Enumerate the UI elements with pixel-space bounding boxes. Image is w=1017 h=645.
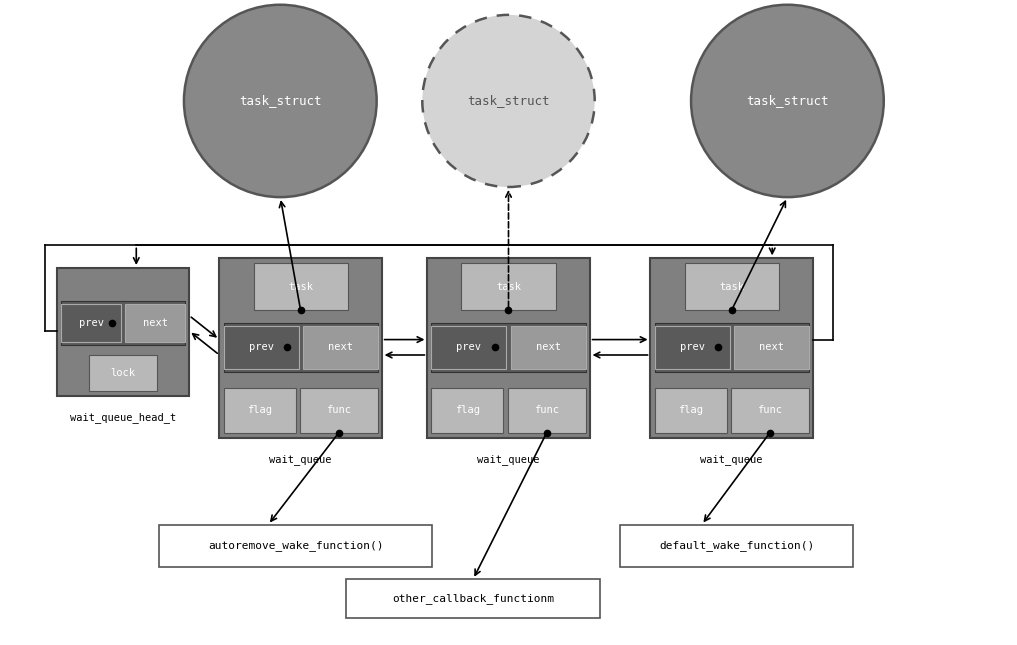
Bar [462,263,555,310]
Text: next: next [142,318,168,328]
Text: func: func [534,406,559,415]
Bar [684,263,779,310]
Bar [220,258,381,438]
Bar [507,388,586,433]
Bar [655,388,726,433]
Bar [431,323,586,372]
Text: next: next [536,342,560,352]
Text: func: func [758,406,782,415]
Bar [224,388,296,433]
Ellipse shape [692,5,884,197]
Bar [655,326,729,369]
Text: default_wake_function(): default_wake_function() [659,541,815,551]
Text: prev: prev [457,342,481,352]
Text: prev: prev [248,342,274,352]
Text: wait_queue: wait_queue [701,454,763,465]
Bar [303,326,377,369]
Text: task: task [496,282,521,292]
Bar [88,355,158,392]
Bar [651,258,813,438]
Text: prev: prev [679,342,705,352]
Text: flag: flag [455,406,480,415]
Text: flag: flag [247,406,272,415]
Text: func: func [326,406,351,415]
Bar [511,326,586,369]
Text: next: next [327,342,353,352]
Bar [431,388,503,433]
Bar [61,304,121,342]
Text: next: next [759,342,784,352]
Bar [431,326,506,369]
Bar [655,323,809,372]
Bar [346,579,600,618]
Text: task: task [719,282,744,292]
Ellipse shape [184,5,376,197]
Bar [253,263,348,310]
Bar [620,525,853,566]
Bar [61,301,185,345]
Ellipse shape [422,15,595,187]
Bar [427,258,590,438]
Text: other_callback_functionm: other_callback_functionm [392,593,554,604]
Text: flag: flag [678,406,703,415]
Bar [224,326,299,369]
Text: task: task [288,282,313,292]
Text: autoremove_wake_function(): autoremove_wake_function() [207,541,383,551]
Text: task_struct: task_struct [467,94,550,108]
Bar [57,268,189,397]
Bar [730,388,809,433]
Bar [159,525,432,566]
Text: prev: prev [78,318,104,328]
Text: lock: lock [111,368,135,378]
Bar [300,388,377,433]
Text: wait_queue: wait_queue [477,454,540,465]
Text: wait_queue: wait_queue [270,454,332,465]
Text: wait_queue_head_t: wait_queue_head_t [70,412,176,423]
Text: task_struct: task_struct [239,94,321,108]
Bar [125,304,185,342]
Bar [733,326,809,369]
Text: task_struct: task_struct [746,94,829,108]
Bar [224,323,377,372]
